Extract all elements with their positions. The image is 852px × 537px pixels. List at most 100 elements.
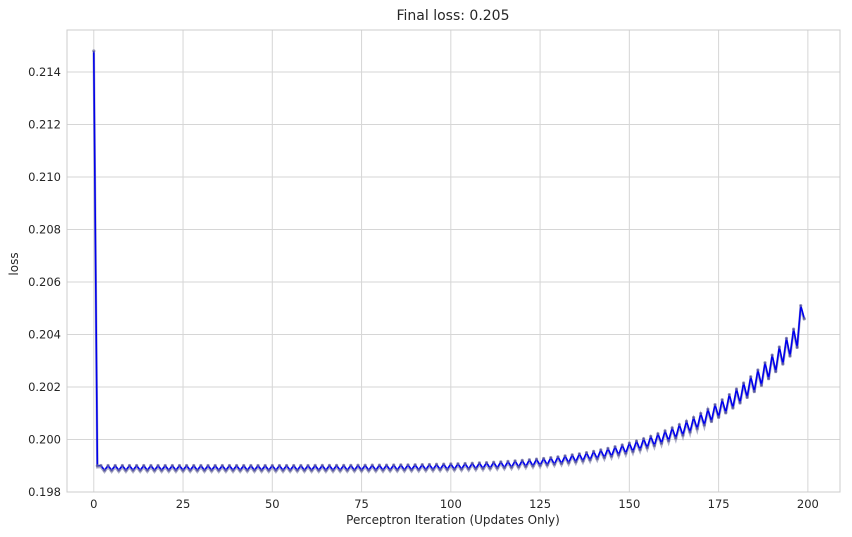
- data-point: [388, 468, 392, 472]
- data-point: [242, 463, 246, 468]
- data-point: [395, 468, 399, 472]
- y-tick-label: 0.206: [28, 275, 61, 289]
- data-point: [492, 460, 496, 464]
- data-point: [484, 460, 489, 465]
- data-point: [456, 462, 460, 466]
- data-point: [142, 463, 146, 468]
- data-point: [202, 468, 207, 472]
- data-point: [434, 462, 439, 466]
- data-point: [602, 456, 606, 460]
- data-point: [342, 463, 346, 467]
- x-tick-label: 50: [265, 497, 280, 511]
- data-point: [649, 434, 653, 438]
- data-point: [477, 461, 481, 465]
- data-point: [577, 452, 581, 456]
- x-axis-label: Perceptron Iteration (Updates Only): [346, 513, 560, 527]
- data-point: [288, 468, 292, 472]
- x-tick-label: 125: [529, 497, 551, 511]
- plot-frame: [66, 29, 841, 493]
- data-point: [438, 467, 442, 472]
- data-point: [659, 441, 664, 445]
- data-point: [795, 345, 799, 349]
- data-point: [363, 463, 367, 467]
- data-point: [656, 432, 660, 436]
- data-point: [606, 446, 610, 450]
- data-point: [524, 464, 528, 469]
- data-point: [270, 463, 274, 468]
- data-point: [306, 463, 310, 468]
- data-point: [370, 463, 374, 467]
- data-point: [506, 459, 510, 463]
- data-point: [738, 401, 742, 405]
- data-point: [774, 369, 778, 374]
- data-point: [281, 468, 285, 472]
- data-point: [592, 449, 596, 453]
- data-point: [763, 361, 767, 365]
- data-point: [131, 468, 135, 472]
- y-tick-label: 0.204: [28, 328, 61, 342]
- data-point: [670, 426, 674, 430]
- data-point: [252, 468, 257, 472]
- data-point: [249, 463, 253, 468]
- data-point: [195, 468, 199, 472]
- data-point: [481, 466, 485, 471]
- data-point: [645, 446, 649, 450]
- data-point: [713, 403, 717, 407]
- data-point: [406, 463, 410, 467]
- data-point: [559, 461, 564, 466]
- data-point: [256, 463, 260, 468]
- data-point: [642, 437, 646, 441]
- data-point: [766, 376, 771, 381]
- data-point: [331, 468, 335, 472]
- data-point: [677, 423, 681, 427]
- data-point: [320, 463, 324, 467]
- data-point: [581, 459, 585, 463]
- grid-lines: [67, 30, 840, 493]
- data-point: [263, 463, 267, 468]
- data-point: [359, 468, 364, 472]
- data-point: [217, 468, 221, 472]
- data-point: [449, 462, 453, 466]
- data-point: [542, 456, 546, 461]
- data-point: [734, 387, 739, 391]
- data-point: [692, 415, 696, 420]
- data-point: [702, 423, 706, 427]
- data-point: [720, 398, 724, 402]
- data-point: [420, 462, 424, 467]
- data-point: [192, 463, 196, 468]
- data-point: [224, 468, 228, 472]
- data-point: [295, 468, 299, 472]
- data-point: [235, 463, 239, 468]
- data-point: [556, 455, 560, 459]
- data-point: [135, 463, 139, 468]
- data-point: [470, 461, 474, 465]
- data-point: [424, 468, 428, 472]
- data-point: [188, 468, 192, 472]
- data-point: [338, 468, 342, 472]
- y-tick-label: 0.200: [28, 433, 61, 447]
- data-point: [99, 463, 103, 468]
- data-point: [417, 468, 421, 472]
- x-tick-label: 200: [797, 497, 819, 511]
- data-point: [277, 463, 282, 468]
- data-point: [334, 463, 339, 467]
- data-point: [345, 468, 349, 472]
- data-point: [352, 468, 357, 472]
- data-point: [584, 451, 589, 455]
- data-point: [799, 304, 803, 308]
- data-point: [160, 468, 164, 472]
- data-point: [717, 415, 721, 419]
- data-point: [156, 463, 160, 468]
- data-point: [181, 468, 185, 472]
- y-axis-label: loss: [7, 252, 21, 275]
- y-tick-label: 0.198: [28, 485, 61, 499]
- data-point: [174, 468, 178, 472]
- data-point: [652, 444, 656, 448]
- data-point: [459, 467, 464, 471]
- data-point: [374, 468, 378, 472]
- y-tick-label: 0.202: [28, 380, 61, 394]
- data-point: [381, 468, 385, 472]
- data-point: [402, 468, 407, 472]
- data-point: [170, 463, 174, 468]
- data-point: [709, 419, 714, 423]
